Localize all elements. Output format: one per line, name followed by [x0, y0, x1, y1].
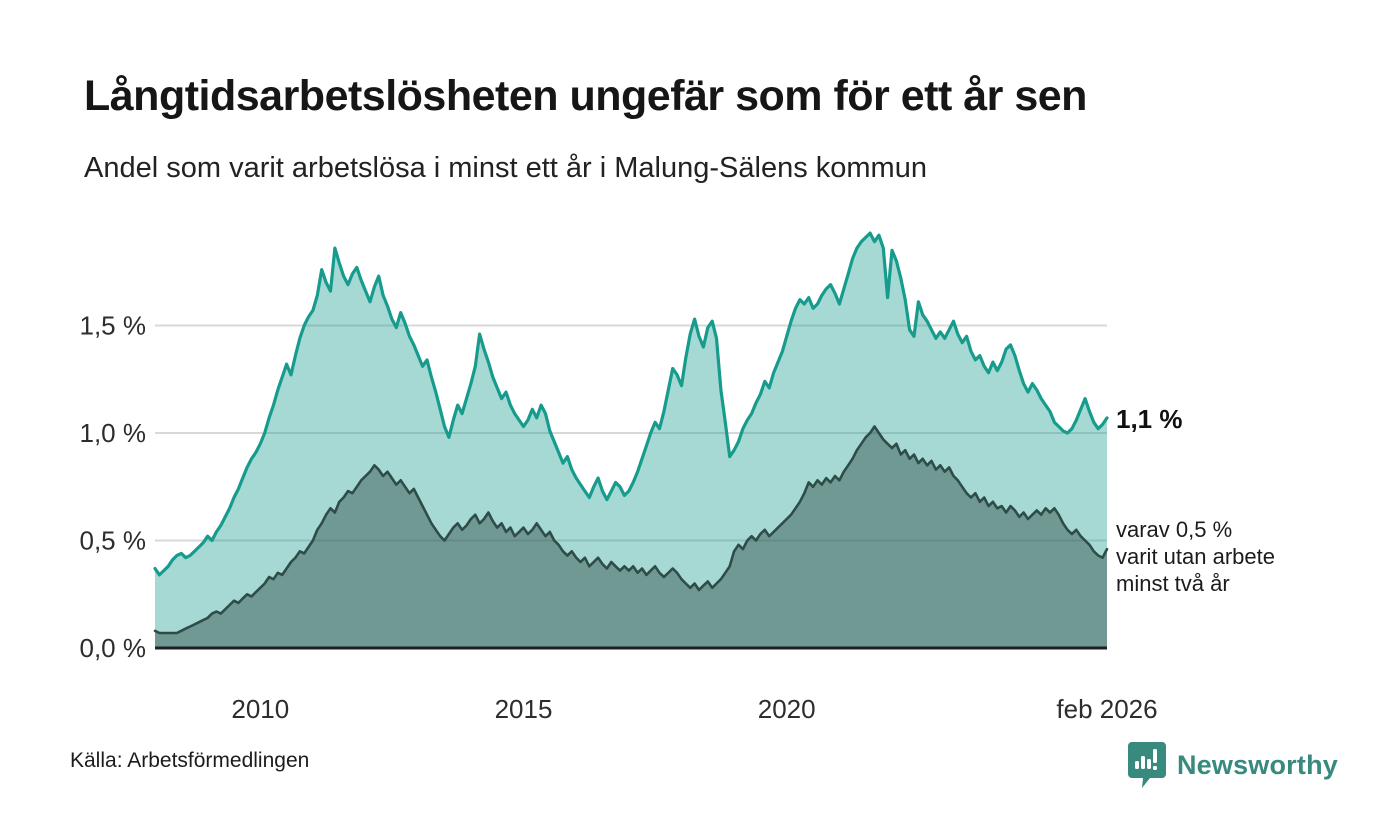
y-axis-label: 1,5 % [80, 311, 147, 341]
source-note: Källa: Arbetsförmedlingen [70, 749, 310, 772]
x-axis-label: 2010 [231, 694, 289, 724]
chart-title: Långtidsarbetslösheten ungefär som för e… [84, 72, 1087, 120]
end-label-two-years-line1: varav 0,5 % [1116, 517, 1233, 542]
y-axis-label: 1,0 % [80, 418, 147, 448]
line-minst-ett-ar [153, 231, 1109, 577]
line-minst-tva-ar [153, 425, 1109, 635]
y-axis-label: 0,0 % [80, 633, 147, 663]
x-axis-label: 2020 [758, 694, 816, 724]
newsworthy-wordmark: Newsworthy [1176, 749, 1338, 780]
newsworthy-icon [1127, 742, 1166, 788]
x-axis-label: feb 2026 [1056, 694, 1157, 724]
end-label-two-years: varav 0,5 % varit utan arbete minst två … [1116, 516, 1275, 597]
x-axis-labels: 2010 2015 2020 feb 2026 [231, 694, 1157, 724]
end-label-latest-value: 1,1 % [1116, 404, 1183, 434]
x-axis-label: 2015 [495, 694, 553, 724]
y-axis-labels: 0,0 % 0,5 % 1,0 % 1,5 % [80, 311, 147, 664]
end-label-two-years-line2: varit utan arbete [1116, 544, 1275, 569]
y-axis-label: 0,5 % [80, 526, 147, 556]
newsworthy-logo[interactable]: Newsworthy [1127, 740, 1338, 790]
area-minst-ett-ar [155, 233, 1107, 648]
end-label-two-years-line3: minst två år [1116, 571, 1230, 596]
chart-subtitle: Andel som varit arbetslösa i minst ett å… [84, 152, 927, 184]
